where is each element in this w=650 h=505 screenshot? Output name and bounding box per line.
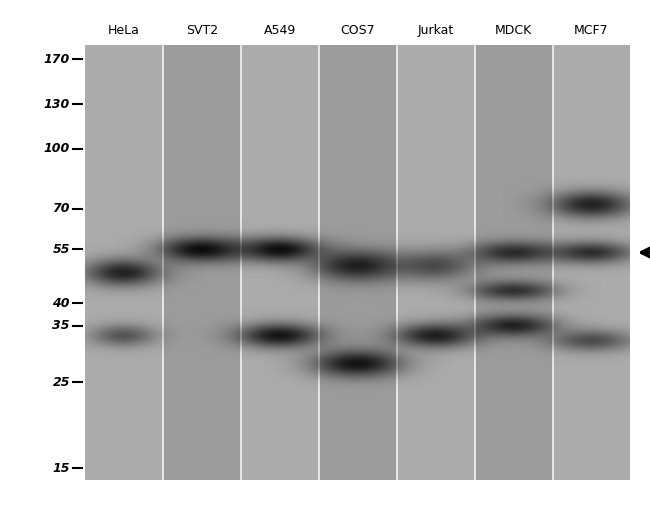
Text: MCF7: MCF7 (574, 24, 608, 37)
Text: 25: 25 (53, 376, 70, 389)
Text: 55: 55 (53, 243, 70, 256)
Text: 15: 15 (53, 462, 70, 475)
Text: SVT2: SVT2 (186, 24, 218, 37)
Text: HeLa: HeLa (108, 24, 140, 37)
Text: 170: 170 (44, 53, 70, 66)
Text: 100: 100 (44, 142, 70, 155)
Text: A549: A549 (263, 24, 296, 37)
Text: 70: 70 (53, 203, 70, 215)
Text: 130: 130 (44, 98, 70, 111)
Text: 40: 40 (53, 296, 70, 310)
Text: MDCK: MDCK (495, 24, 532, 37)
Text: Jurkat: Jurkat (417, 24, 454, 37)
Text: COS7: COS7 (340, 24, 375, 37)
Text: 35: 35 (53, 319, 70, 332)
